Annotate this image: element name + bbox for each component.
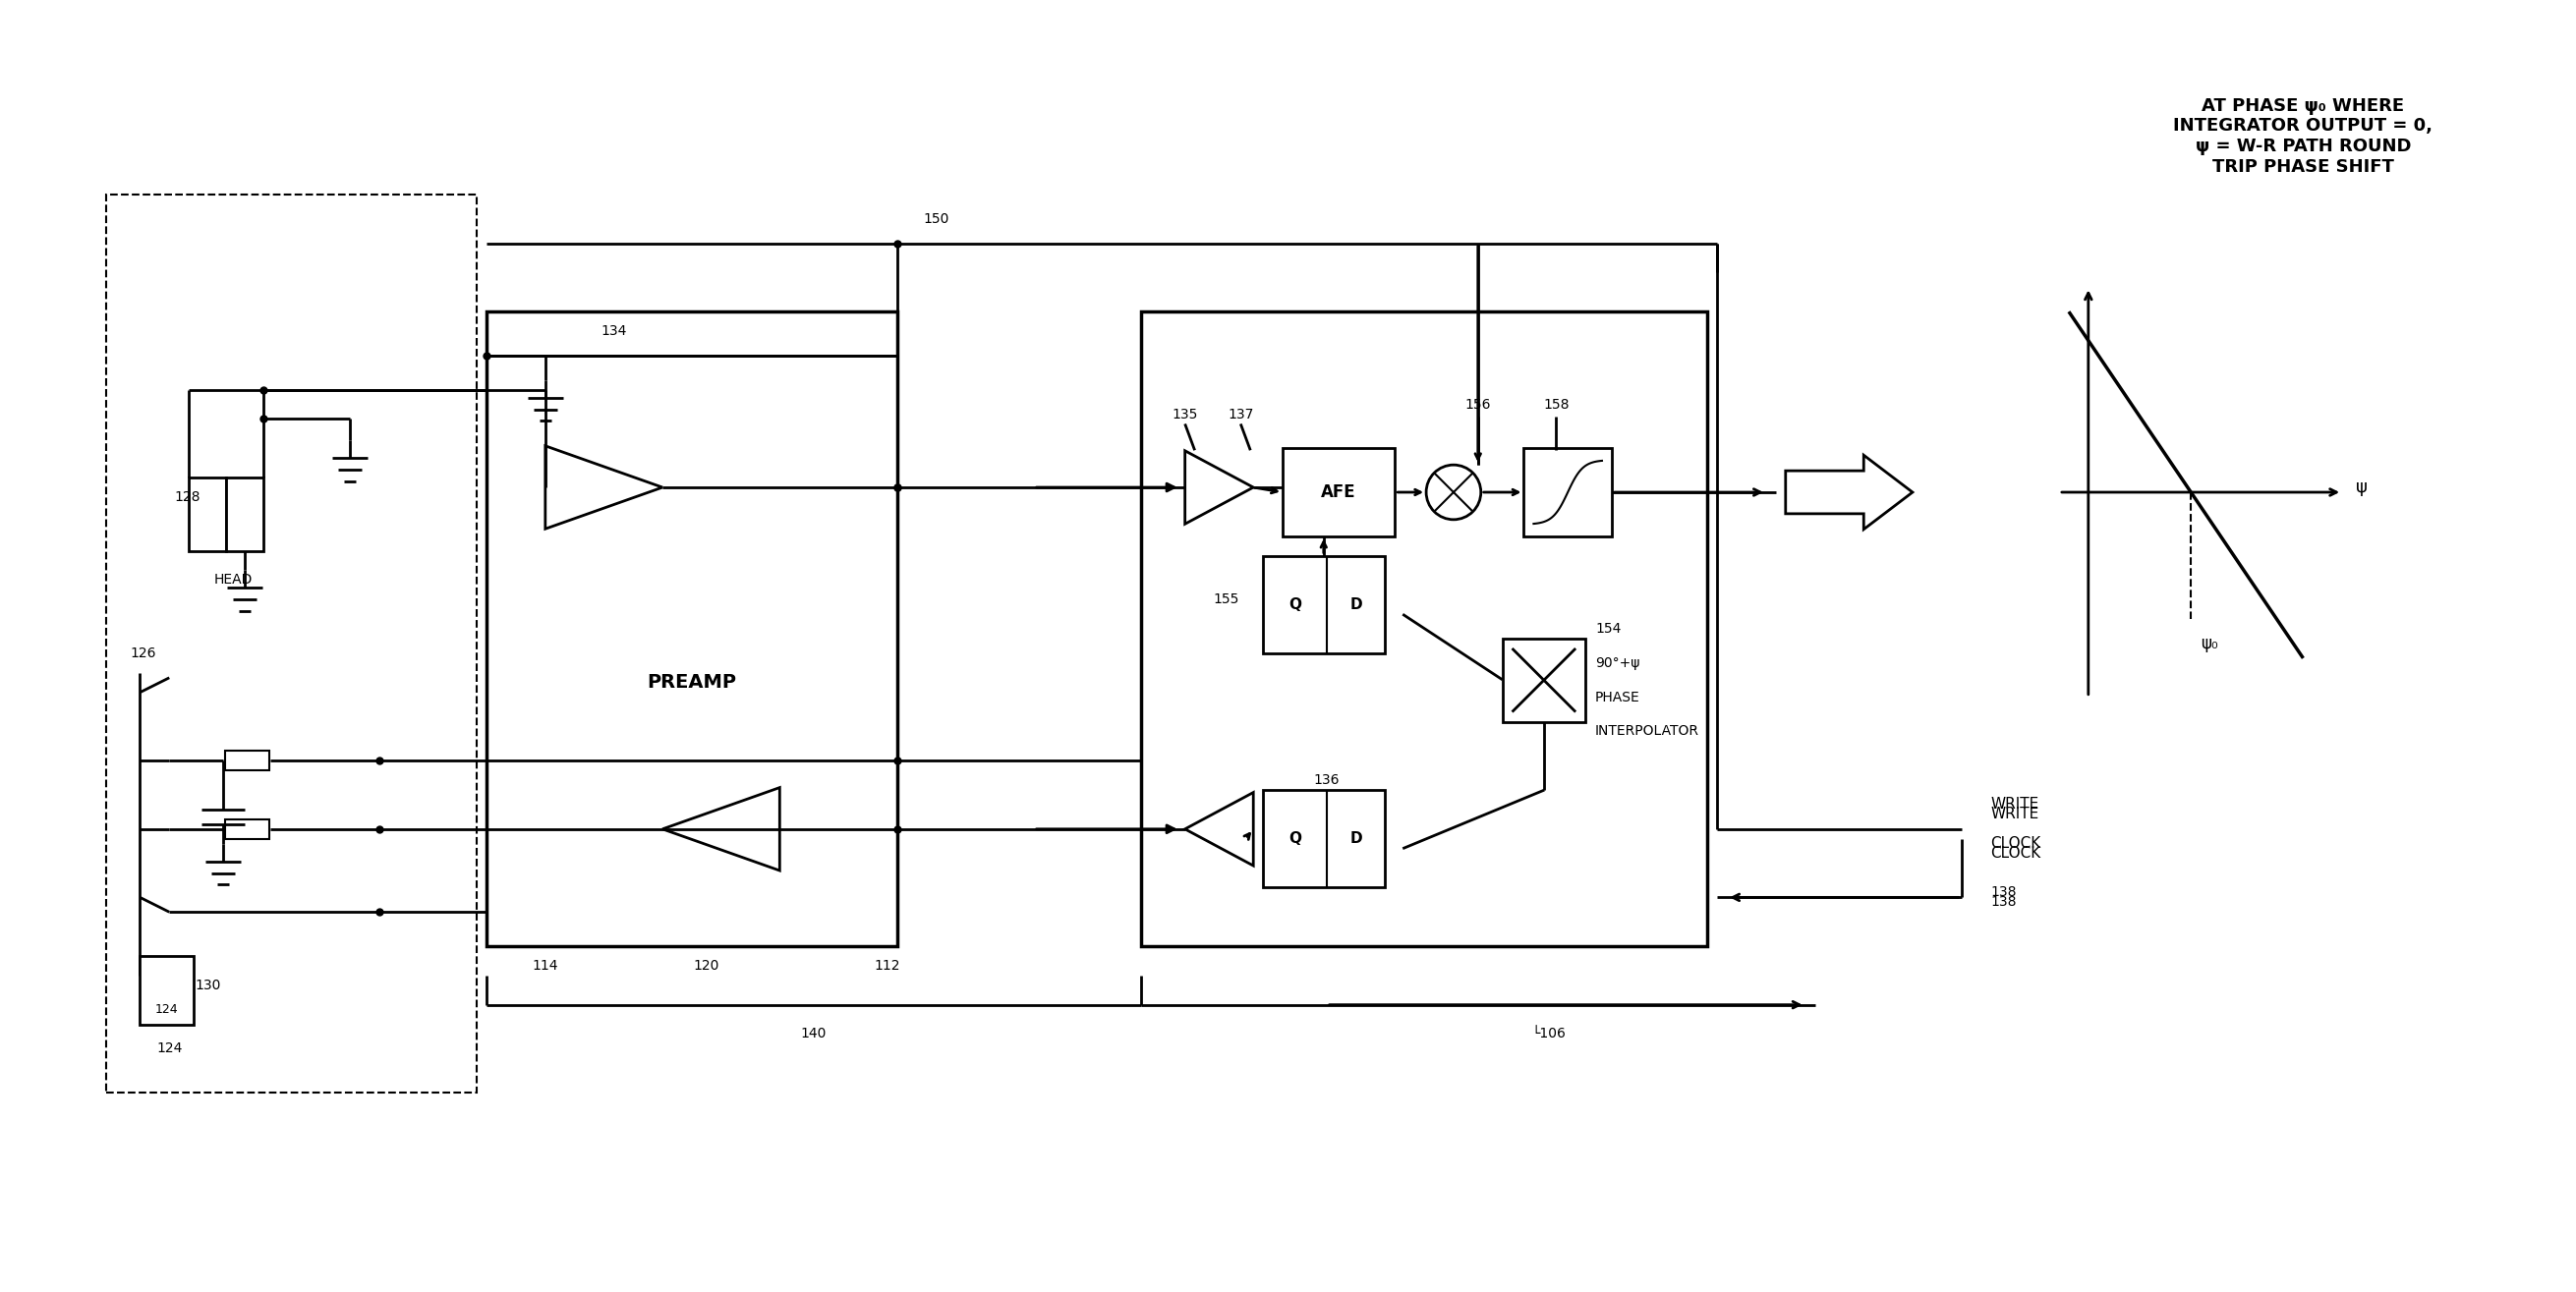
Text: PREAMP: PREAMP — [647, 673, 737, 693]
Text: INTERPOLATOR: INTERPOLATOR — [1595, 725, 1700, 738]
Bar — [227, 819, 270, 839]
Bar — [227, 478, 263, 550]
Text: PHASE: PHASE — [1595, 690, 1641, 704]
Text: AFE: AFE — [1321, 483, 1358, 501]
Text: 136: 136 — [1314, 774, 1340, 787]
Bar — [139, 956, 193, 1025]
Bar — [1262, 556, 1386, 654]
Text: ψ₀: ψ₀ — [2200, 634, 2218, 652]
Text: HEAD: HEAD — [214, 574, 252, 587]
Text: D: D — [1350, 597, 1363, 612]
Text: └106: └106 — [1533, 1027, 1566, 1041]
Text: 90°+ψ: 90°+ψ — [1595, 656, 1641, 671]
Text: 134: 134 — [600, 324, 626, 339]
Text: 112: 112 — [873, 959, 899, 973]
Text: AT PHASE ψ₀ WHERE
INTEGRATOR OUTPUT = 0,
ψ = W-R PATH ROUND
TRIP PHASE SHIFT: AT PHASE ψ₀ WHERE INTEGRATOR OUTPUT = 0,… — [2174, 97, 2432, 176]
Bar — [1525, 448, 1613, 536]
Bar — [188, 478, 227, 550]
Text: 135: 135 — [1172, 407, 1198, 421]
Text: 158: 158 — [1543, 398, 1569, 411]
Text: 150: 150 — [922, 212, 948, 226]
Text: 155: 155 — [1213, 593, 1239, 606]
Text: 138: 138 — [1991, 885, 2017, 899]
Bar — [1502, 638, 1584, 722]
Bar — [487, 311, 896, 946]
Bar — [227, 751, 270, 770]
Text: 156: 156 — [1466, 398, 1492, 411]
Text: 154: 154 — [1595, 621, 1620, 636]
Text: 138: 138 — [1991, 895, 2017, 910]
Text: 120: 120 — [693, 959, 719, 973]
Text: Q: Q — [1288, 832, 1301, 846]
Text: ψ: ψ — [2357, 478, 2367, 496]
Text: 124: 124 — [157, 1041, 183, 1056]
Bar — [106, 195, 477, 1093]
Text: 130: 130 — [196, 978, 222, 992]
Text: 128: 128 — [175, 490, 201, 504]
Text: WRITE: WRITE — [1991, 797, 2040, 811]
Text: CLOCK: CLOCK — [1991, 836, 2040, 851]
Text: 124: 124 — [155, 1004, 178, 1016]
Bar — [1283, 448, 1396, 536]
Text: WRITE: WRITE — [1991, 808, 2040, 822]
Text: 137: 137 — [1229, 407, 1255, 421]
Bar — [1262, 789, 1386, 888]
Text: 140: 140 — [801, 1027, 827, 1041]
Text: Q: Q — [1288, 597, 1301, 612]
Text: CLOCK: CLOCK — [1991, 846, 2040, 860]
Text: 114: 114 — [533, 959, 559, 973]
Text: 126: 126 — [131, 646, 157, 660]
Text: D: D — [1350, 832, 1363, 846]
Bar — [1141, 311, 1708, 946]
